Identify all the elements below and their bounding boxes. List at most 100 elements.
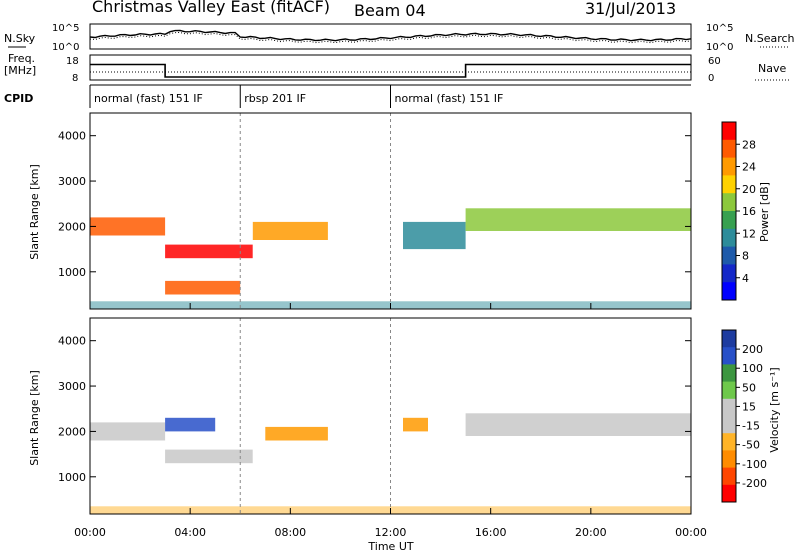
y-tick-label: 3000 [58,175,86,188]
colorbar-swatch [722,139,736,159]
colorbar-swatch [722,364,736,383]
x-tick-label: 16:00 [475,526,507,539]
freq-panel-frame [89,54,692,81]
velocity-colorbar: 200 100 50 15 -15 -50 -100 -200 [721,329,767,503]
power-panel: 1000 2000 3000 4000 Slant Range [km] 28 24 20… [28,112,771,310]
x-tick-label: 00:00 [74,526,106,539]
colorbar-swatch [722,175,736,194]
noise-panel-frame [89,23,692,50]
colorbar-swatch [722,228,736,248]
freq-left-tick-bottom: 8 [72,73,78,84]
colorbar-swatch [722,484,736,503]
y-tick-label: 4000 [58,130,86,143]
velocity-y-axis: 1000 2000 3000 4000 [58,335,691,484]
x-tick-label: 04:00 [174,526,206,539]
colorbar-swatch [722,450,736,469]
echo-band [165,280,241,295]
noise-right-tick-top: 10^5 [706,23,733,34]
x-axis-label: Time UT [367,540,413,553]
echo-band [252,221,328,240]
cpid-label: CPID [4,92,33,105]
colorbar-swatch [722,416,736,434]
freq-label: Freq. [8,52,35,65]
freq-panel: Freq. [MHz] 18 8 60 0 Nave [4,52,790,84]
beam-label: Beam 04 [354,1,426,20]
colorbar-tick-label: 16 [742,205,756,218]
colorbar-swatch [722,282,736,301]
echo-band [403,417,428,432]
colorbar-swatch [722,347,736,365]
colorbar-tick-label: 200 [742,343,763,356]
colorbar-tick-label: -50 [742,439,760,452]
noise-left-tick-bottom: 10^0 [52,42,79,53]
colorbar-tick-label: 24 [742,161,756,174]
echo-band [403,221,466,250]
noise-sky-label: N.Sky [4,32,36,45]
power-y-label: Slant Range [km] [28,164,41,260]
colorbar-tick-label: 4 [742,272,749,285]
colorbar-tick-label: 8 [742,250,749,263]
echo-band [90,422,166,441]
y-tick-label: 4000 [58,335,86,348]
echo-band [90,217,166,236]
y-tick-label: 2000 [58,425,86,438]
colorbar-swatch [722,193,736,212]
colorbar-swatch [722,211,736,230]
noise-search-label: N.Search [745,32,795,45]
power-colorbar-title: Power [dB] [758,182,771,242]
velocity-colorbar-title: Velocity [m s⁻¹] [768,367,781,452]
colorbar-tick-label: 12 [742,227,756,240]
y-tick-label: 1000 [58,471,86,484]
date-label: 31/Jul/2013 [585,0,676,18]
echo-band [165,417,216,432]
colorbar-swatch [722,381,736,400]
colorbar-swatch [722,122,736,141]
colorbar-tick-label: 28 [742,138,756,151]
cpid-segment-label: normal (fast) 151 IF [395,92,504,105]
x-tick-label: 20:00 [575,526,607,539]
colorbar-tick-label: -100 [742,458,767,471]
echo-band [165,244,253,259]
noise-left-tick-top: 10^5 [52,23,79,34]
colorbar-tick-label: -15 [742,420,760,433]
nave-label: Nave [758,62,786,75]
y-tick-label: 3000 [58,380,86,393]
freq-right-tick-top: 60 [708,56,721,67]
x-tick-label: 00:00 [675,526,707,539]
echo-band [465,208,691,231]
colorbar-swatch [722,264,736,283]
noise-panel: N.Sky 10^5 10^0 10^5 10^0 N.Search [4,23,795,53]
station-title: Christmas Valley East (fitACF) [92,0,330,16]
colorbar-swatch [722,246,736,265]
colorbar-tick-label: 100 [742,362,763,375]
power-colorbar: 28 24 20 16 12 8 4 [721,121,756,301]
power-y-axis: 1000 2000 3000 4000 [58,130,691,279]
noise-search-series [89,31,692,44]
colorbar-tick-label: 15 [742,400,756,413]
y-tick-label: 1000 [58,266,86,279]
echo-band [265,426,328,441]
freq-right-tick-bottom: 0 [708,73,714,84]
freq-left-tick-top: 18 [66,56,79,67]
cpid-segment-label: rbsp 201 IF [244,92,306,105]
freq-series [90,63,691,78]
y-tick-label: 2000 [58,220,86,233]
velocity-y-label: Slant Range [km] [28,370,41,466]
colorbar-tick-label: -200 [742,477,767,490]
x-tick-label: 08:00 [274,526,306,539]
freq-unit-label: [MHz] [4,64,36,77]
colorbar-swatch [722,467,736,486]
colorbar-swatch [722,157,736,176]
colorbar-tick-label: 20 [742,183,756,196]
velocity-panel: 1000 2000 3000 4000 Slant Range [km] 200 100… [28,317,781,515]
cpid-panel: CPID normal (fast) 151 IF rbsp 201 IF norm… [4,84,691,108]
x-tick-label: 12:00 [375,526,407,539]
colorbar-swatch [722,330,736,348]
colorbar-frame [721,329,737,503]
echo-band [165,449,253,464]
time-axis: 00:00 04:00 08:00 12:00 16:00 20:00 00:00 [74,303,707,539]
echo-band [465,413,691,436]
colorbar-swatch [722,398,736,417]
colorbar-tick-label: 50 [742,381,756,394]
